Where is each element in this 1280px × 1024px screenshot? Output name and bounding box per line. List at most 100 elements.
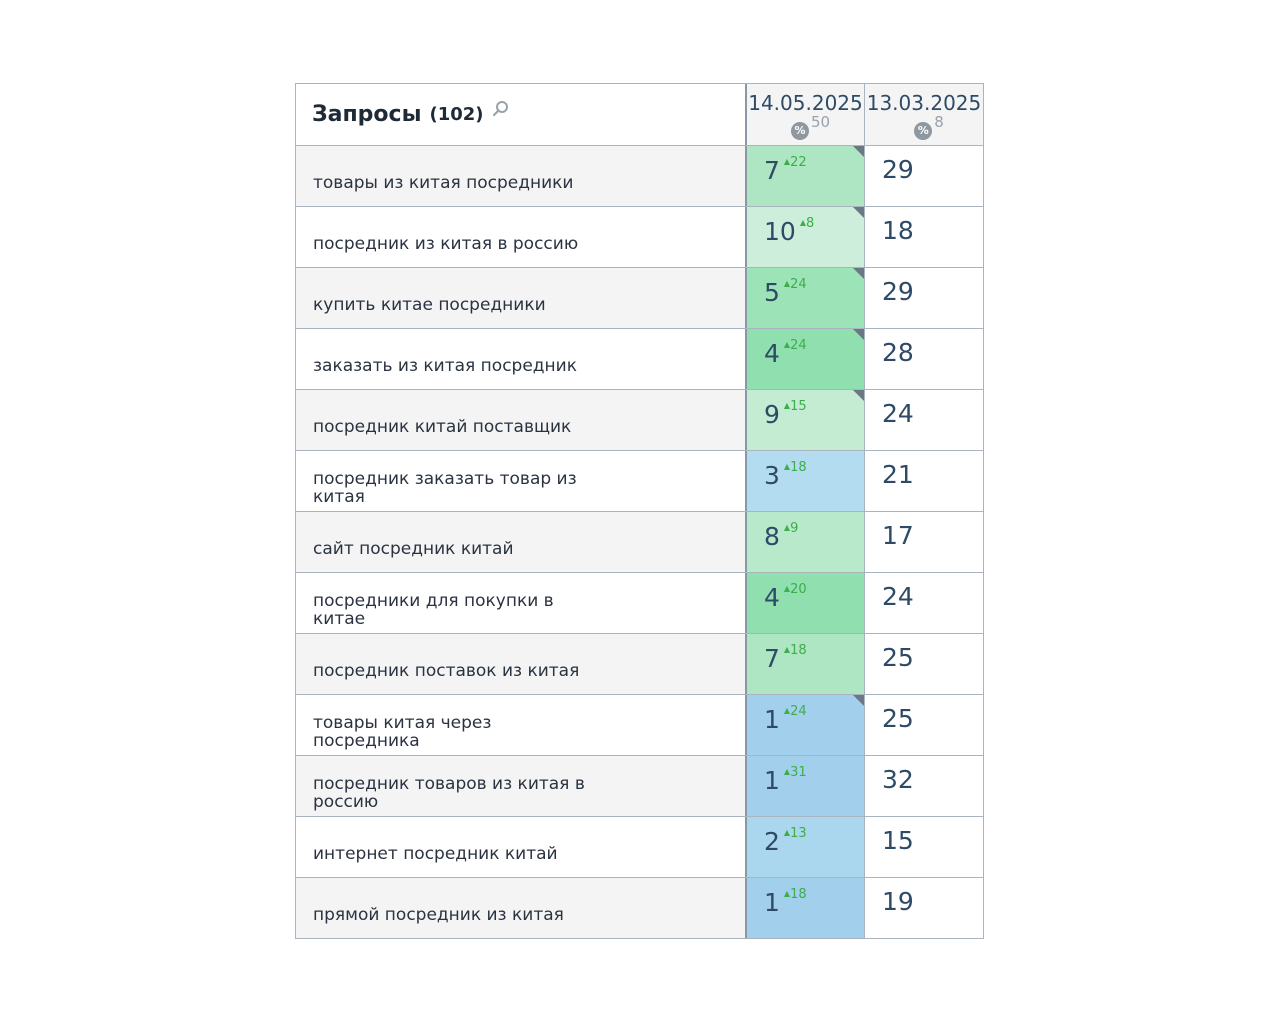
date-column-1[interactable]: 14.05.2025 % 50 (747, 84, 865, 145)
position-cell[interactable]: 1 ▲31 (747, 756, 865, 816)
table-row: товары из китая посредники 7 ▲22 29 (296, 145, 983, 206)
delta-value: 18 (790, 460, 807, 475)
corner-marker-icon (853, 390, 864, 401)
table-row: прямой посредник из китая 1 ▲18 19 (296, 877, 983, 938)
previous-position-value: 15 (882, 826, 914, 855)
query-cell[interactable]: посредник из китая в россию (296, 207, 747, 267)
delta-value: 22 (790, 155, 807, 170)
query-cell[interactable]: посредник товаров из китая в россию (296, 756, 747, 816)
position-cell[interactable]: 4 ▲24 (747, 329, 865, 389)
query-text: интернет посредник китай (313, 844, 558, 864)
query-cell[interactable]: товары китая через посредника (296, 695, 747, 755)
previous-position-value: 32 (882, 765, 914, 794)
delta-value: 24 (790, 338, 807, 353)
previous-position-cell[interactable]: 19 (865, 878, 983, 938)
date-meta: % 8 (875, 113, 983, 140)
date-meta: % 50 (757, 113, 864, 140)
position-cell[interactable]: 8 ▲9 (747, 512, 865, 572)
table-row: интернет посредник китай 2 ▲13 15 (296, 816, 983, 877)
position-cell[interactable]: 10 ▲8 (747, 207, 865, 267)
query-cell[interactable]: заказать из китая посредник (296, 329, 747, 389)
position-cell[interactable]: 1 ▲18 (747, 878, 865, 938)
table-row: посредник заказать товар из китая 3 ▲18 21 (296, 450, 983, 511)
position-cell[interactable]: 5 ▲24 (747, 268, 865, 328)
search-icon[interactable] (492, 100, 508, 116)
position-cell[interactable]: 7 ▲18 (747, 634, 865, 694)
table-row: посредник из китая в россию 10 ▲8 18 (296, 206, 983, 267)
query-cell[interactable]: купить китае посредники (296, 268, 747, 328)
position-delta: ▲8 (800, 216, 814, 231)
position-cell[interactable]: 2 ▲13 (747, 817, 865, 877)
query-cell[interactable]: интернет посредник китай (296, 817, 747, 877)
table-row: посредник товаров из китая в россию 1 ▲31 3… (296, 755, 983, 816)
previous-position-cell[interactable]: 24 (865, 390, 983, 450)
position-value: 4 (764, 583, 780, 612)
delta-value: 24 (790, 277, 807, 292)
previous-position-value: 29 (882, 155, 914, 184)
query-text: посредник из китая в россию (313, 234, 579, 254)
previous-position-value: 29 (882, 277, 914, 306)
delta-value: 31 (790, 765, 807, 780)
position-cell[interactable]: 1 ▲24 (747, 695, 865, 755)
previous-position-value: 21 (882, 460, 914, 489)
position-cell[interactable]: 7 ▲22 (747, 146, 865, 206)
query-cell[interactable]: товары из китая посредники (296, 146, 747, 206)
previous-position-cell[interactable]: 25 (865, 695, 983, 755)
previous-position-cell[interactable]: 29 (865, 146, 983, 206)
query-text: посредник товаров из китая в россию (313, 774, 585, 812)
query-text: заказать из китая посредник (313, 356, 577, 376)
query-cell[interactable]: посредник заказать товар из китая (296, 451, 747, 511)
query-cell[interactable]: прямой посредник из китая (296, 878, 747, 938)
positions-table: Запросы (102) 14.05.2025 % 50 13.03.2025 … (295, 83, 984, 939)
position-value: 4 (764, 339, 780, 368)
date-badge: 8 (934, 113, 944, 131)
previous-position-cell[interactable]: 24 (865, 573, 983, 633)
previous-position-cell[interactable]: 28 (865, 329, 983, 389)
position-delta: ▲31 (784, 765, 807, 780)
previous-position-cell[interactable]: 21 (865, 451, 983, 511)
position-delta: ▲9 (784, 521, 798, 536)
percent-icon: % (914, 122, 933, 140)
up-arrow-icon: ▲ (783, 340, 791, 349)
corner-marker-icon (853, 329, 864, 340)
position-delta: ▲24 (784, 704, 807, 719)
delta-value: 18 (790, 887, 807, 902)
position-cell[interactable]: 3 ▲18 (747, 451, 865, 511)
position-cell[interactable]: 4 ▲20 (747, 573, 865, 633)
query-cell[interactable]: посредник китай поставщик (296, 390, 747, 450)
table-header: Запросы (102) 14.05.2025 % 50 13.03.2025 … (296, 84, 983, 145)
previous-position-cell[interactable]: 15 (865, 817, 983, 877)
previous-position-cell[interactable]: 17 (865, 512, 983, 572)
previous-position-value: 24 (882, 582, 914, 611)
previous-position-cell[interactable]: 32 (865, 756, 983, 816)
previous-position-value: 17 (882, 521, 914, 550)
position-cell[interactable]: 9 ▲15 (747, 390, 865, 450)
previous-position-value: 19 (882, 887, 914, 916)
position-value: 5 (764, 278, 780, 307)
header-queries: Запросы (102) (296, 84, 747, 145)
previous-position-cell[interactable]: 25 (865, 634, 983, 694)
position-value: 9 (764, 400, 780, 429)
query-cell[interactable]: сайт посредник китай (296, 512, 747, 572)
previous-position-cell[interactable]: 29 (865, 268, 983, 328)
position-delta: ▲24 (784, 277, 807, 292)
position-value: 7 (764, 644, 780, 673)
query-text: товары из китая посредники (313, 173, 574, 193)
date-column-2[interactable]: 13.03.2025 % 8 (865, 84, 983, 145)
position-value: 7 (764, 156, 780, 185)
query-cell[interactable]: посредник поставок из китая (296, 634, 747, 694)
position-delta: ▲18 (784, 887, 807, 902)
previous-position-cell[interactable]: 18 (865, 207, 983, 267)
up-arrow-icon: ▲ (783, 889, 791, 898)
query-cell[interactable]: посредники для покупки в китае (296, 573, 747, 633)
query-count: (102) (429, 103, 484, 125)
position-delta: ▲18 (784, 460, 807, 475)
up-arrow-icon: ▲ (783, 706, 791, 715)
delta-value: 24 (790, 704, 807, 719)
delta-value: 13 (790, 826, 807, 841)
position-value: 1 (764, 766, 780, 795)
previous-position-value: 24 (882, 399, 914, 428)
up-arrow-icon: ▲ (783, 157, 791, 166)
query-text: посредники для покупки в китае (313, 591, 554, 629)
table-row: купить китае посредники 5 ▲24 29 (296, 267, 983, 328)
